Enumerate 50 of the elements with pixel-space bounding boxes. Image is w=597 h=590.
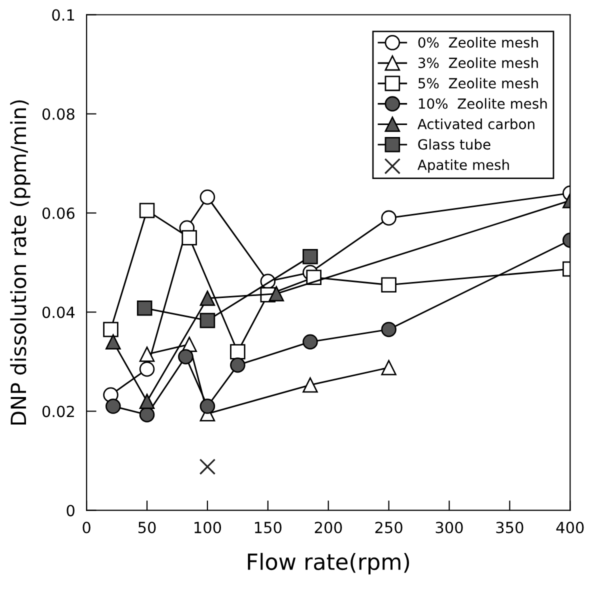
point [302, 248, 318, 264]
x-tick-label: 250 [375, 522, 402, 534]
point [178, 349, 194, 364]
legend-label: 5% Zeolite mesh [418, 78, 538, 88]
point [200, 312, 216, 328]
y-tick-label: 0 [66, 504, 74, 516]
point [381, 360, 396, 376]
point [200, 290, 216, 306]
x-tick-label: 300 [436, 522, 463, 534]
x-tick-label: 100 [194, 522, 222, 534]
point [139, 202, 155, 218]
point [139, 394, 155, 409]
x-tick-label: 50 [138, 522, 156, 534]
y-tick-label: 0.06 [42, 207, 74, 220]
legend-label: Activated carbon [418, 118, 534, 130]
point [136, 300, 152, 316]
x-tick-label: 400 [556, 522, 584, 534]
point [268, 286, 284, 302]
x-tick-label: 150 [255, 522, 282, 534]
x-axis-title: Flow rate(rpm) [248, 552, 410, 574]
point [182, 230, 197, 246]
point [199, 458, 216, 475]
point [381, 277, 396, 292]
point [302, 334, 318, 350]
point [139, 361, 155, 377]
x-tick-label: 350 [496, 522, 524, 534]
point [200, 398, 216, 414]
point [230, 358, 246, 373]
point [139, 407, 155, 422]
point [106, 398, 121, 414]
legend-label: 10% Zeolite mesh [418, 98, 547, 109]
x-tick-label: 0 [82, 522, 90, 534]
point [139, 346, 155, 362]
legend-label: Glass tube [418, 138, 490, 150]
y-tick-label: 0.1 [52, 9, 74, 21]
x-tick-label: 200 [314, 522, 342, 534]
point [381, 322, 396, 338]
y-tick-label: 0.02 [42, 406, 74, 418]
point [230, 344, 246, 360]
legend-label: 3% Zeolite mesh [418, 57, 538, 68]
y-tick-label: 0.08 [42, 108, 74, 120]
y-tick-label: 0.04 [42, 306, 75, 318]
point [200, 189, 216, 205]
point [106, 334, 121, 350]
point [103, 322, 118, 338]
point [302, 377, 318, 393]
y-axis-title: DNP dissolution rate (ppm/min) [10, 100, 30, 425]
legend-label: 0% Zeolite mesh [418, 36, 538, 48]
point [381, 210, 396, 226]
legend-label: Apatite mesh [418, 159, 509, 173]
